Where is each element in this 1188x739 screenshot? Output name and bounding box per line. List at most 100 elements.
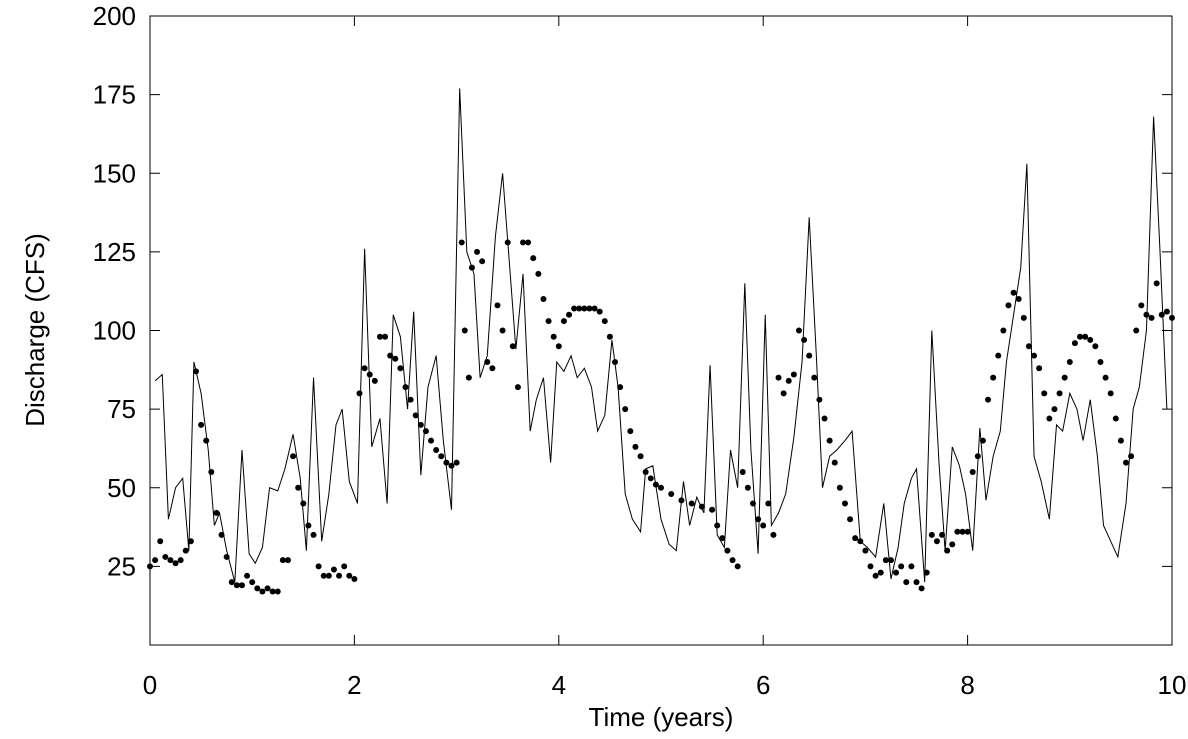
data-point [1046,415,1053,422]
data-point [1036,365,1043,372]
data-point [453,459,460,466]
data-point [520,239,527,246]
data-point [218,531,225,538]
data-point [770,531,777,538]
data-point [882,557,889,564]
data-point [816,396,823,403]
data-point [852,535,859,542]
data-point [928,531,935,538]
data-point [739,469,746,476]
data-point [504,239,511,246]
data-point [760,522,767,529]
data-point [1169,314,1175,321]
data-point [147,563,153,570]
data-point [647,475,654,482]
data-point [678,497,685,504]
data-point [806,352,813,359]
data-point [295,484,302,491]
data-point [627,428,634,435]
data-point [443,459,450,466]
data-point [192,368,199,375]
data-point [254,585,261,592]
data-point [1087,336,1094,343]
data-point [264,585,271,592]
data-point [152,557,159,564]
data-point [525,239,532,246]
data-point [315,563,322,570]
data-point [1005,302,1012,309]
data-point [203,437,210,444]
data-point [903,579,910,586]
y-axis-label: Discharge (CFS) [20,233,50,427]
data-point [244,572,251,579]
data-point [749,500,756,507]
data-point [1092,343,1099,350]
data-point [576,305,583,312]
data-point [959,528,966,535]
y-tick-label: 50 [107,473,136,503]
data-point [1071,340,1078,347]
y-tick-label: 150 [93,158,136,188]
data-point [1158,311,1165,318]
data-point [187,538,194,545]
data-point [1123,459,1130,466]
data-point [893,569,900,576]
x-axis-label: Time (years) [589,702,734,732]
data-point [274,588,281,595]
data-point [540,296,547,303]
data-point [320,572,327,579]
data-point [688,500,695,507]
data-point [612,358,619,365]
data-point [284,557,291,564]
data-point [484,358,491,365]
data-point [1112,415,1119,422]
data-point [412,412,419,419]
x-tick-label: 2 [347,670,361,700]
data-point [913,579,920,586]
data-point [1010,289,1017,296]
data-point [867,563,874,570]
data-point [269,588,276,595]
data-point [1061,374,1068,381]
data-point [249,579,256,586]
data-point [361,365,368,372]
data-point [458,239,465,246]
data-point [228,579,235,586]
data-point [826,437,833,444]
data-point [167,557,174,564]
data-point [514,384,521,391]
data-point [305,522,312,529]
data-point [560,318,567,325]
data-point [279,557,286,564]
data-point [290,453,297,460]
data-point [382,333,389,340]
data-point [1107,390,1114,397]
data-point [923,569,930,576]
data-point [709,506,716,513]
data-point [939,531,946,538]
data-point [954,528,961,535]
data-point [336,572,343,579]
data-point [1097,358,1104,365]
data-point [1143,311,1150,318]
data-point [617,384,624,391]
data-point [908,563,915,570]
data-point [1041,390,1048,397]
data-point [836,484,843,491]
x-tick-label: 10 [1158,670,1187,700]
data-point [341,563,348,570]
data-point [461,327,468,334]
data-point [974,453,981,460]
data-point [698,503,705,510]
data-point [637,453,644,460]
data-point [259,588,266,595]
data-point [162,553,169,560]
y-tick-label: 175 [93,80,136,110]
data-point [346,572,353,579]
data-point [652,481,659,488]
data-point [596,308,603,315]
data-point [465,374,472,381]
data-point [433,447,440,454]
data-point [780,390,787,397]
